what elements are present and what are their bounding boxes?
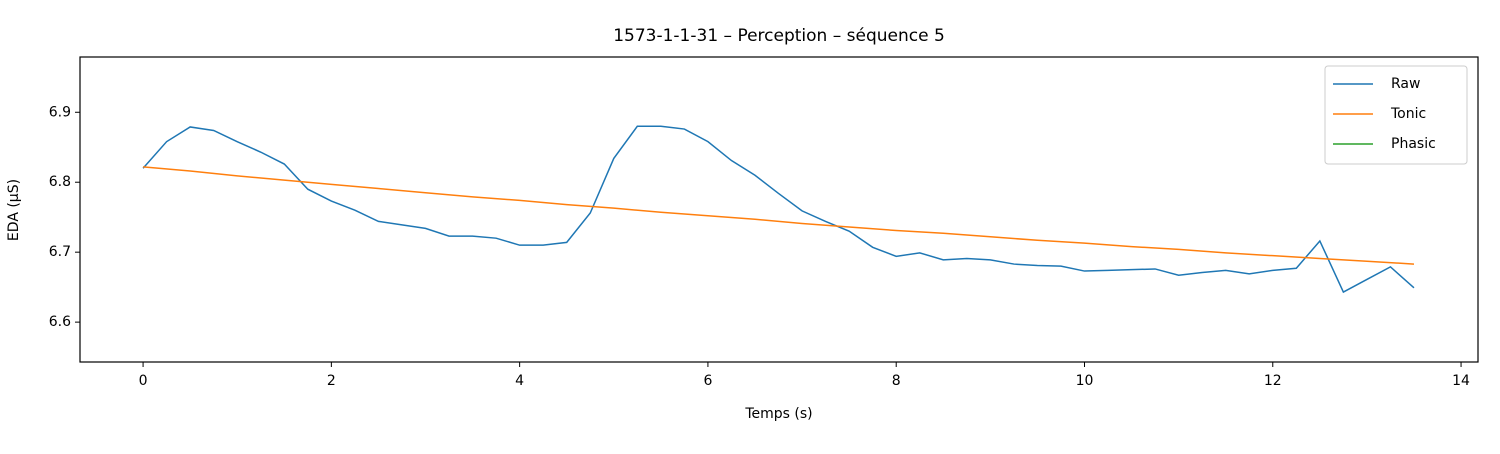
legend-label: Tonic [1390, 106, 1426, 122]
x-tick-label: 12 [1264, 373, 1282, 389]
x-tick-label: 6 [703, 373, 712, 389]
plot-frame [79, 56, 1479, 363]
x-tick-label: 4 [515, 373, 524, 389]
legend-label: Raw [1391, 76, 1420, 92]
legend-box [1324, 65, 1468, 165]
x-tick-label: 14 [1452, 373, 1470, 389]
x-tick-label: 0 [139, 373, 148, 389]
y-tick-label: 6.9 [49, 104, 71, 120]
chart-title: 1573-1-1-31 – Perception – séquence 5 [613, 26, 945, 46]
x-tick-label: 10 [1076, 373, 1094, 389]
y-tick-label: 6.6 [49, 314, 71, 330]
series-line [142, 125, 1415, 294]
series-line [143, 166, 1415, 265]
x-tick-label: 8 [892, 373, 901, 389]
legend-label: Phasic [1391, 136, 1436, 152]
x-tick-label: 2 [327, 373, 336, 389]
y-tick-label: 6.8 [49, 174, 71, 190]
x-axis-label: Temps (s) [744, 406, 812, 422]
y-axis-label: EDA (µS) [6, 179, 22, 241]
y-tick-label: 6.7 [49, 244, 71, 260]
